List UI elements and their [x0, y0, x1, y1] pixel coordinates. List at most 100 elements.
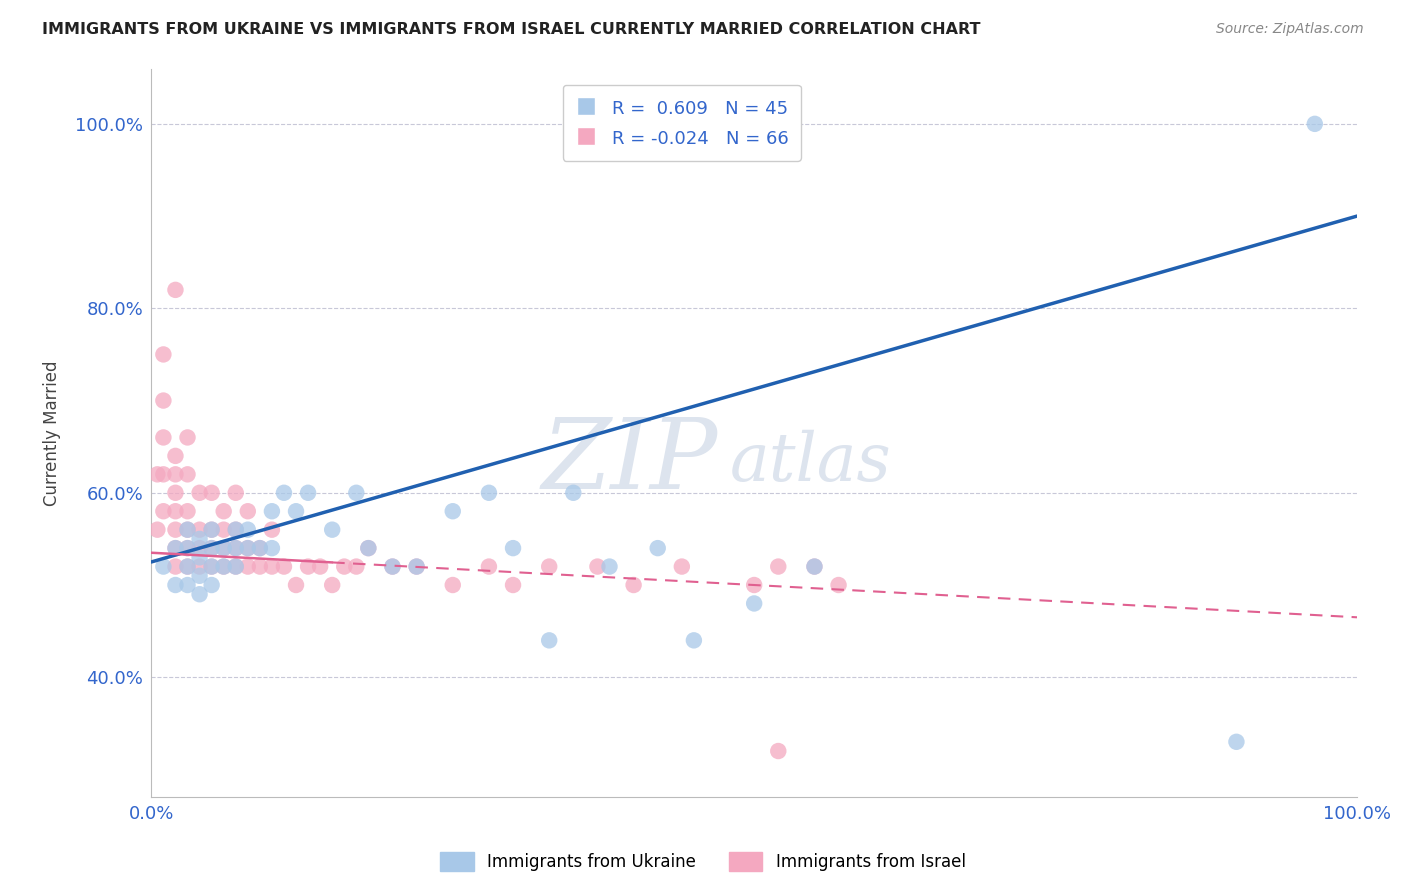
- Point: [201, 523, 224, 537]
- Point: [165, 523, 187, 537]
- Point: [188, 541, 211, 555]
- Point: [538, 559, 561, 574]
- Point: [236, 523, 259, 537]
- Point: [260, 559, 283, 574]
- Point: [165, 485, 187, 500]
- Point: [225, 559, 247, 574]
- Point: [309, 559, 332, 574]
- Point: [176, 541, 198, 555]
- Point: [201, 485, 224, 500]
- Point: [176, 430, 198, 444]
- Point: [152, 430, 174, 444]
- Point: [1303, 117, 1326, 131]
- Point: [297, 559, 319, 574]
- Point: [357, 541, 380, 555]
- Point: [176, 523, 198, 537]
- Point: [152, 559, 174, 574]
- Point: [441, 578, 464, 592]
- Point: [285, 578, 308, 592]
- Point: [201, 541, 224, 555]
- Point: [742, 597, 765, 611]
- Point: [405, 559, 427, 574]
- Point: [381, 559, 404, 574]
- Point: [1225, 735, 1247, 749]
- Point: [260, 523, 283, 537]
- Point: [212, 541, 235, 555]
- Point: [176, 559, 198, 574]
- Point: [146, 523, 169, 537]
- Point: [165, 504, 187, 518]
- Point: [165, 541, 187, 555]
- Point: [381, 559, 404, 574]
- Point: [478, 485, 501, 500]
- Point: [768, 559, 790, 574]
- Point: [357, 541, 380, 555]
- Point: [176, 559, 198, 574]
- Point: [188, 569, 211, 583]
- Point: [176, 541, 198, 555]
- Point: [146, 467, 169, 482]
- Point: [344, 559, 367, 574]
- Point: [225, 485, 247, 500]
- Point: [297, 485, 319, 500]
- Point: [212, 559, 235, 574]
- Legend: R =  0.609   N = 45, R = -0.024   N = 66: R = 0.609 N = 45, R = -0.024 N = 66: [562, 85, 801, 161]
- Point: [249, 559, 271, 574]
- Point: [201, 559, 224, 574]
- Point: [236, 559, 259, 574]
- Point: [478, 559, 501, 574]
- Point: [333, 559, 356, 574]
- Point: [225, 541, 247, 555]
- Point: [188, 523, 211, 537]
- Point: [273, 559, 295, 574]
- Point: [236, 541, 259, 555]
- Point: [165, 578, 187, 592]
- Point: [562, 485, 585, 500]
- Legend: Immigrants from Ukraine, Immigrants from Israel: Immigrants from Ukraine, Immigrants from…: [432, 843, 974, 880]
- Point: [538, 633, 561, 648]
- Point: [165, 559, 187, 574]
- Point: [165, 541, 187, 555]
- Point: [285, 504, 308, 518]
- Point: [236, 541, 259, 555]
- Point: [201, 559, 224, 574]
- Point: [188, 559, 211, 574]
- Point: [260, 541, 283, 555]
- Point: [683, 633, 706, 648]
- Point: [405, 559, 427, 574]
- Text: IMMIGRANTS FROM UKRAINE VS IMMIGRANTS FROM ISRAEL CURRENTLY MARRIED CORRELATION : IMMIGRANTS FROM UKRAINE VS IMMIGRANTS FR…: [42, 22, 980, 37]
- Point: [236, 504, 259, 518]
- Point: [742, 578, 765, 592]
- Point: [803, 559, 825, 574]
- Point: [273, 485, 295, 500]
- Point: [803, 559, 825, 574]
- Point: [176, 504, 198, 518]
- Text: atlas: atlas: [730, 429, 891, 494]
- Point: [176, 467, 198, 482]
- Point: [225, 541, 247, 555]
- Point: [176, 523, 198, 537]
- Point: [502, 578, 524, 592]
- Point: [225, 559, 247, 574]
- Point: [188, 587, 211, 601]
- Point: [249, 541, 271, 555]
- Point: [344, 485, 367, 500]
- Text: Source: ZipAtlas.com: Source: ZipAtlas.com: [1216, 22, 1364, 37]
- Point: [176, 578, 198, 592]
- Point: [598, 559, 620, 574]
- Point: [188, 550, 211, 565]
- Point: [188, 532, 211, 546]
- Point: [623, 578, 645, 592]
- Point: [441, 504, 464, 518]
- Point: [321, 523, 343, 537]
- Point: [165, 467, 187, 482]
- Point: [502, 541, 524, 555]
- Point: [647, 541, 669, 555]
- Y-axis label: Currently Married: Currently Married: [44, 360, 60, 506]
- Point: [212, 504, 235, 518]
- Point: [165, 283, 187, 297]
- Point: [321, 578, 343, 592]
- Point: [225, 523, 247, 537]
- Point: [586, 559, 609, 574]
- Point: [212, 559, 235, 574]
